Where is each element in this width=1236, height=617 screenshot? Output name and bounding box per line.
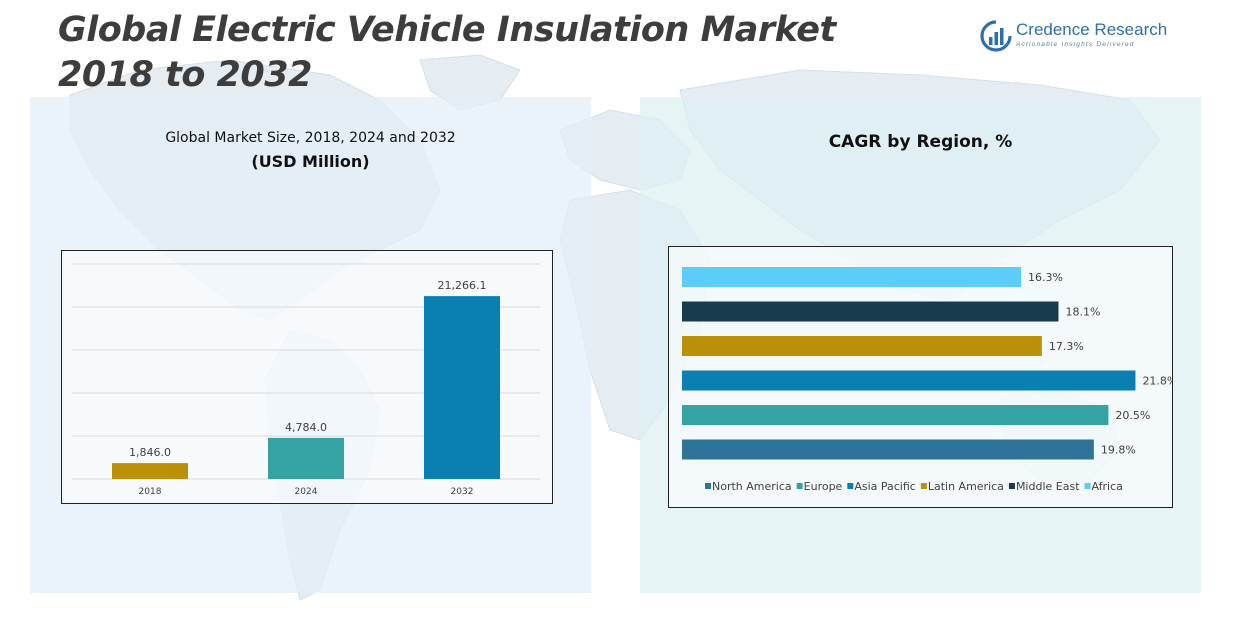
legend-label: Asia Pacific <box>854 480 916 493</box>
legend-label: Middle East <box>1016 480 1080 493</box>
market-size-subtitle: Global Market Size, 2018, 2024 and 2032 <box>165 130 456 146</box>
legend-swatch <box>920 483 927 489</box>
legend-swatch <box>1084 483 1091 489</box>
market-size-chart-frame: 1,846.0 2018 4,784.0 2024 21,266.1 2032 <box>61 250 553 504</box>
bar-africa <box>682 267 1022 287</box>
bar-2018 <box>112 463 188 479</box>
legend: North America Europe Asia Pacific Latin Ame… <box>705 480 1123 493</box>
legend-label: Europe <box>804 480 843 493</box>
cagr-horizontal-bar-chart: 19.8% 20.5% 21.8% 17.3% 18.1% 16.3% North Amer… <box>682 267 1172 493</box>
market-size-bar-chart: 1,846.0 2018 4,784.0 2024 21,266.1 2032 <box>72 263 540 497</box>
logo-name: Credence Research <box>1016 20 1168 39</box>
credence-research-logo: Credence Research Actionable Insights De… <box>980 18 1180 54</box>
bar-latin-america <box>682 336 1042 356</box>
legend-swatch <box>705 483 711 489</box>
data-label: 1,846.0 <box>129 446 171 459</box>
legend-swatch <box>796 483 803 489</box>
x-tick-label: 2032 <box>451 487 474 497</box>
data-label: 16.3% <box>1028 271 1063 284</box>
data-label: 20.5% <box>1115 409 1150 422</box>
data-label: 21.8% <box>1142 375 1172 388</box>
bar-asia-pacific <box>682 370 1136 391</box>
data-label: 4,784.0 <box>285 421 327 434</box>
legend-label: North America <box>712 480 792 493</box>
title-line-2: 2018 to 2032 <box>58 55 312 95</box>
data-label: 18.1% <box>1065 306 1100 319</box>
cagr-chart-frame: 19.8% 20.5% 21.8% 17.3% 18.1% 16.3% North Amer… <box>668 246 1173 508</box>
bar-europe <box>682 405 1109 425</box>
data-label: 17.3% <box>1049 340 1084 353</box>
legend-label: Latin America <box>928 480 1004 493</box>
page-title: Global Electric Vehicle Insulation Marke… <box>58 8 836 98</box>
legend-swatch <box>847 483 854 489</box>
bar-2024 <box>268 437 344 479</box>
bar-middle-east <box>682 301 1059 322</box>
x-tick-label: 2024 <box>295 487 318 497</box>
bar-north-america <box>682 439 1094 460</box>
cagr-subtitle: CAGR by Region, % <box>828 132 1013 152</box>
data-label: 21,266.1 <box>438 279 487 292</box>
logo-icon <box>980 20 1012 52</box>
market-size-unit: (USD Million) <box>251 152 370 171</box>
legend-swatch <box>1008 483 1015 489</box>
bar-2032 <box>424 296 500 479</box>
legend-label: Africa <box>1092 480 1123 493</box>
x-tick-label: 2018 <box>139 487 162 497</box>
logo-tagline: Actionable Insights Delivered <box>1016 41 1135 48</box>
data-label: 19.8% <box>1101 444 1136 457</box>
title-line-1: Global Electric Vehicle Insulation Marke… <box>58 10 836 50</box>
